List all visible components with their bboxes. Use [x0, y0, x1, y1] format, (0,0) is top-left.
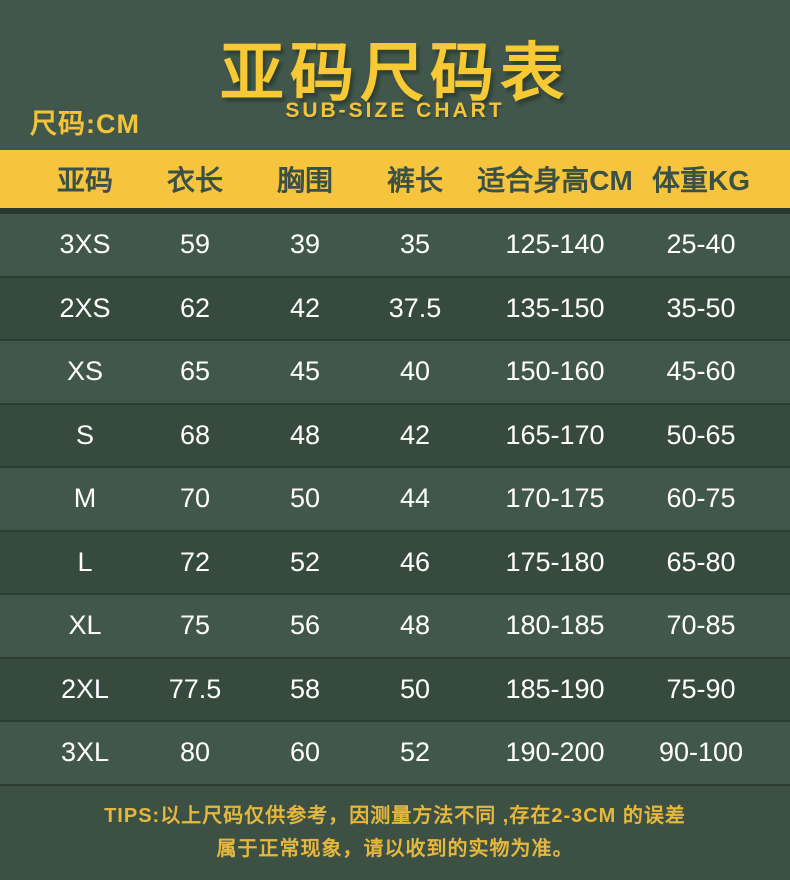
unit-label: 尺码:CM — [30, 109, 140, 139]
size-cell: 3XS — [59, 229, 111, 260]
chest-cell: 42 — [289, 292, 321, 323]
weight-cell: 45-60 — [666, 356, 736, 387]
pants-length-cell: 48 — [399, 610, 431, 641]
pants-length-cell: 35 — [399, 229, 431, 260]
chest-cell: 50 — [289, 483, 321, 514]
pants-length-cell: 42 — [399, 419, 431, 450]
weight-cell: 65-80 — [666, 546, 736, 577]
table-row-l: L 72 52 46 175-180 65-80 — [0, 531, 790, 595]
page-title: 亚码尺码表 — [220, 37, 570, 109]
table-row-2xs: 2XS 62 42 37.5 135-150 35-50 — [0, 277, 790, 341]
garment-length-cell: 65 — [179, 356, 211, 387]
weight-cell: 60-75 — [666, 483, 736, 514]
size-cell: M — [73, 483, 97, 514]
height-cell: 190-200 — [505, 737, 605, 768]
table-header-row: 亚码 衣长 胸围 裤长 适合身高CM 体重KG — [0, 150, 790, 208]
table-row-m: M 70 50 44 170-175 60-75 — [0, 468, 790, 532]
height-cell: 150-160 — [505, 356, 605, 387]
chest-cell: 58 — [289, 673, 321, 704]
height-cell: 165-170 — [505, 419, 605, 450]
tips-footer: TIPS:以上尺码仅供参考，因测量方法不同 ,存在2-3CM 的误差 属于正常现… — [0, 786, 790, 880]
size-cell: 2XL — [60, 673, 110, 704]
chest-cell: 52 — [289, 546, 321, 577]
column-header-pants-length: 裤长 — [386, 165, 443, 196]
size-cell: XL — [68, 610, 102, 641]
header-divider — [0, 208, 790, 214]
pants-length-cell: 52 — [399, 737, 431, 768]
size-cell: L — [77, 546, 93, 577]
garment-length-cell: 68 — [179, 419, 211, 450]
chest-cell: 60 — [289, 737, 321, 768]
weight-cell: 70-85 — [666, 610, 736, 641]
table-row-2xl: 2XL 77.5 58 50 185-190 75-90 — [0, 658, 790, 722]
chest-cell: 39 — [289, 229, 321, 260]
chest-cell: 56 — [289, 610, 321, 641]
height-cell: 125-140 — [505, 229, 605, 260]
tips-line-1: TIPS:以上尺码仅供参考，因测量方法不同 ,存在2-3CM 的误差 — [104, 805, 686, 827]
tips-line-2: 属于正常现象，请以收到的实物为准。 — [216, 838, 574, 860]
table-row-xl: XL 75 56 48 180-185 70-85 — [0, 595, 790, 659]
pants-length-cell: 46 — [399, 546, 431, 577]
page-subtitle: SUB-SIZE CHART — [285, 99, 505, 122]
pants-length-cell: 50 — [399, 673, 431, 704]
height-cell: 135-150 — [505, 292, 605, 323]
garment-length-cell: 77.5 — [168, 673, 222, 704]
garment-length-cell: 72 — [179, 546, 211, 577]
height-cell: 180-185 — [505, 610, 605, 641]
height-cell: 170-175 — [505, 483, 605, 514]
garment-length-cell: 75 — [179, 610, 211, 641]
size-cell: 3XL — [60, 737, 110, 768]
size-cell: XS — [66, 356, 104, 387]
weight-cell: 35-50 — [666, 292, 736, 323]
size-table: 3XS 59 39 35 125-140 25-40 2XS 62 42 37.… — [0, 214, 790, 786]
table-row-s: S 68 48 42 165-170 50-65 — [0, 404, 790, 468]
weight-cell: 50-65 — [666, 419, 736, 450]
weight-cell: 25-40 — [666, 229, 736, 260]
chest-cell: 48 — [289, 419, 321, 450]
column-header-height: 适合身高CM — [477, 165, 633, 196]
column-header-weight: 体重KG — [651, 165, 750, 196]
table-row-3xs: 3XS 59 39 35 125-140 25-40 — [0, 214, 790, 278]
size-cell: 2XS — [59, 292, 111, 323]
size-cell: S — [75, 419, 94, 450]
pants-length-cell: 40 — [399, 356, 431, 387]
pants-length-cell: 37.5 — [388, 292, 442, 323]
table-row-3xl: 3XL 80 60 52 190-200 90-100 — [0, 722, 790, 786]
weight-cell: 90-100 — [658, 737, 744, 768]
garment-length-cell: 70 — [179, 483, 211, 514]
garment-length-cell: 62 — [179, 292, 211, 323]
chest-cell: 45 — [289, 356, 321, 387]
column-header-chest: 胸围 — [276, 165, 333, 196]
pants-length-cell: 44 — [399, 483, 431, 514]
height-cell: 175-180 — [505, 546, 605, 577]
garment-length-cell: 80 — [179, 737, 211, 768]
height-cell: 185-190 — [505, 673, 605, 704]
weight-cell: 75-90 — [666, 673, 736, 704]
banner: 亚码尺码表 SUB-SIZE CHART 尺码:CM — [0, 0, 790, 150]
column-header-size: 亚码 — [56, 165, 113, 196]
column-header-garment-length: 衣长 — [166, 165, 223, 196]
garment-length-cell: 59 — [179, 229, 211, 260]
table-row-xs: XS 65 45 40 150-160 45-60 — [0, 341, 790, 405]
